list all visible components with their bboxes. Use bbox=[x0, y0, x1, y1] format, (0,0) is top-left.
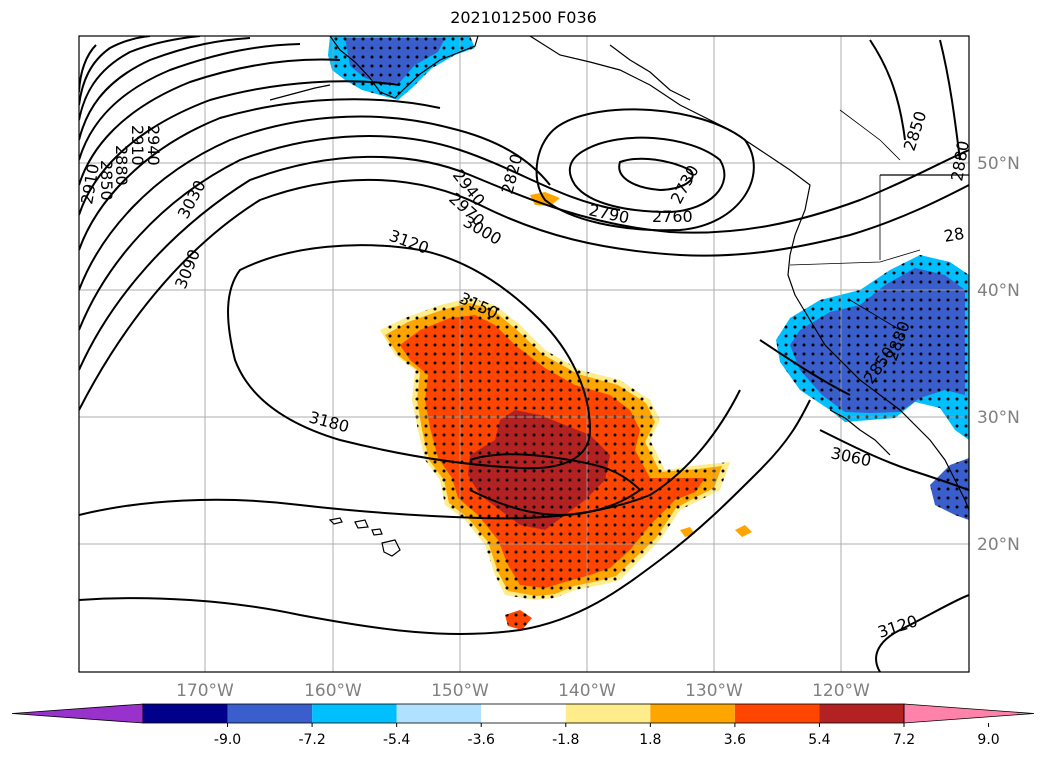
colorbar-tick-label: 5.4 bbox=[808, 732, 830, 748]
contour-label: 2730 bbox=[667, 162, 703, 207]
height-contours bbox=[79, 36, 969, 672]
lat-label-40n: 40°N bbox=[977, 281, 1020, 301]
contour-label: 2850 bbox=[900, 109, 931, 154]
contour-label: 3120 bbox=[387, 226, 432, 258]
colorbar-tick-label: -9.0 bbox=[214, 732, 241, 748]
contour-label: 3060 bbox=[829, 443, 873, 470]
latitude-labels: 50°N 40°N 30°N 20°N bbox=[977, 154, 1020, 555]
colorbar-tick-label: 3.6 bbox=[724, 732, 746, 748]
colorbar-swatch bbox=[396, 704, 482, 723]
hawaii-islands bbox=[328, 517, 401, 557]
longitude-labels: 170°W 160°W 150°W 140°W 130°W 120°W bbox=[176, 681, 870, 701]
contour-label: 2760 bbox=[652, 207, 693, 226]
colorbar-swatch bbox=[312, 704, 397, 723]
contour-label: 28 bbox=[942, 224, 965, 246]
contour-label: 2850 bbox=[97, 160, 116, 201]
colorbar-swatch bbox=[565, 704, 651, 723]
lat-label-50n: 50°N bbox=[977, 154, 1020, 174]
colorbar-outline bbox=[142, 703, 905, 724]
colorbar-tick-label: 9.0 bbox=[977, 732, 999, 748]
lon-label-160w: 160°W bbox=[304, 681, 362, 701]
lon-label-130w: 130°W bbox=[685, 681, 743, 701]
colorbar-extend-high bbox=[903, 703, 1035, 724]
colorbar-swatch bbox=[143, 704, 228, 723]
colorbar-swatch bbox=[650, 704, 735, 723]
colorbar-tick-label: 7.2 bbox=[893, 732, 915, 748]
colorbar-swatch bbox=[734, 704, 820, 723]
lat-label-20n: 20°N bbox=[977, 535, 1020, 555]
lon-label-120w: 120°W bbox=[812, 681, 870, 701]
colorbar-tick-label: -5.4 bbox=[383, 732, 410, 748]
lat-label-30n: 30°N bbox=[977, 408, 1020, 428]
colorbar-tick-label: -7.2 bbox=[298, 732, 325, 748]
colorbar-swatch bbox=[227, 704, 313, 723]
colorbar-swatch bbox=[819, 704, 904, 723]
contour-label: 2790 bbox=[587, 200, 631, 227]
colorbar-tick-label: -1.8 bbox=[552, 732, 579, 748]
contour-label: 2910 bbox=[128, 125, 147, 166]
contour-label: 2880 bbox=[112, 145, 131, 186]
colorbar-tick-label: 1.8 bbox=[639, 732, 661, 748]
political-borders bbox=[789, 109, 921, 331]
colorbar-swatch bbox=[481, 704, 566, 723]
colorbar: -9.0 -7.2 -5.4 -3.6 -1.8 1.8 3.6 5.4 7.2 9.0 bbox=[11, 703, 1035, 748]
map-title: 2021012500 F036 bbox=[450, 8, 597, 27]
coastlines bbox=[269, 36, 969, 511]
contour-label: 2940 bbox=[144, 125, 163, 166]
contour-label: 3120 bbox=[875, 611, 920, 642]
colorbar-extend-low bbox=[11, 703, 144, 724]
contour-label: 2820 bbox=[498, 152, 527, 196]
colorbar-tick-label: -3.6 bbox=[468, 732, 495, 748]
lon-label-170w: 170°W bbox=[176, 681, 234, 701]
graticule bbox=[79, 36, 969, 672]
contour-label: 3180 bbox=[307, 408, 351, 437]
lon-label-140w: 140°W bbox=[558, 681, 616, 701]
lon-label-150w: 150°W bbox=[431, 681, 489, 701]
map-frame bbox=[78, 35, 970, 673]
